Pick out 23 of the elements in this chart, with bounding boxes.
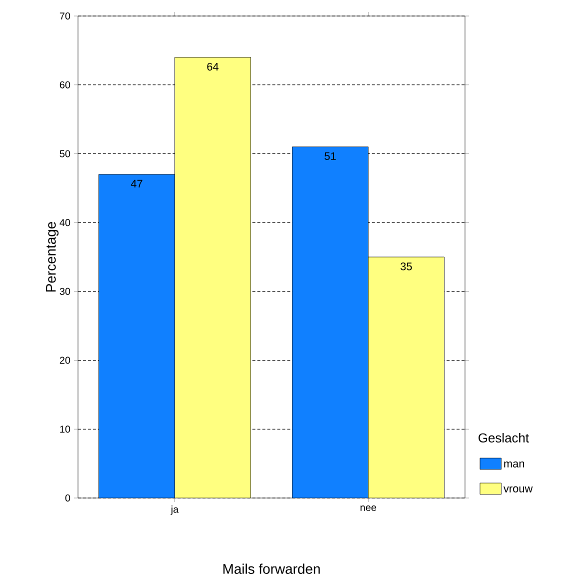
legend-label: man bbox=[504, 461, 524, 468]
y-tick-label: 40 bbox=[60, 219, 70, 226]
bar bbox=[174, 57, 251, 498]
x-tick-label: nee bbox=[360, 506, 376, 511]
x-axis-title: Mails forwarden bbox=[223, 564, 320, 574]
bar bbox=[98, 174, 175, 498]
data-label: 35 bbox=[400, 262, 412, 270]
y-tick-label: 0 bbox=[65, 494, 70, 502]
y-tick-label: 60 bbox=[60, 81, 70, 88]
y-axis-title: Percentage bbox=[46, 222, 59, 292]
data-label: 47 bbox=[130, 180, 142, 188]
y-tick-label: 50 bbox=[60, 150, 70, 158]
legend-title: Geslacht bbox=[478, 432, 529, 442]
bar bbox=[292, 146, 368, 498]
y-tick-label: 70 bbox=[60, 12, 70, 20]
bar bbox=[368, 256, 444, 498]
y-tick-label: 30 bbox=[60, 288, 70, 295]
data-label: 64 bbox=[207, 62, 219, 71]
x-tick-label: ja bbox=[170, 506, 179, 515]
y-tick-label: 20 bbox=[60, 356, 70, 364]
legend-label: vrouw bbox=[503, 486, 533, 492]
data-label: 51 bbox=[324, 152, 336, 160]
y-tick-label: 10 bbox=[60, 426, 70, 433]
